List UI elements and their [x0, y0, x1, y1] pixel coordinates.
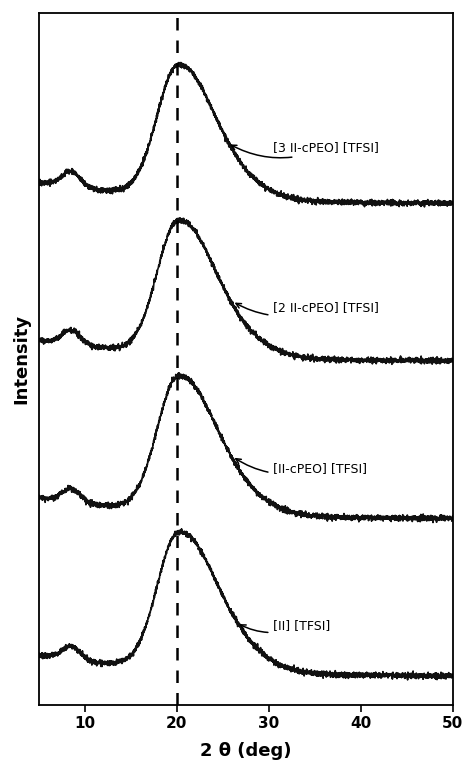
Y-axis label: Intensity: Intensity	[12, 314, 30, 404]
Text: [II-cPEO] [TFSI]: [II-cPEO] [TFSI]	[236, 458, 367, 475]
Text: [2 II-cPEO] [TFSI]: [2 II-cPEO] [TFSI]	[236, 301, 379, 315]
X-axis label: 2 θ (deg): 2 θ (deg)	[200, 743, 292, 761]
Text: [3 II-cPEO] [TFSI]: [3 II-cPEO] [TFSI]	[231, 141, 379, 158]
Text: [II] [TFSI]: [II] [TFSI]	[240, 619, 331, 632]
